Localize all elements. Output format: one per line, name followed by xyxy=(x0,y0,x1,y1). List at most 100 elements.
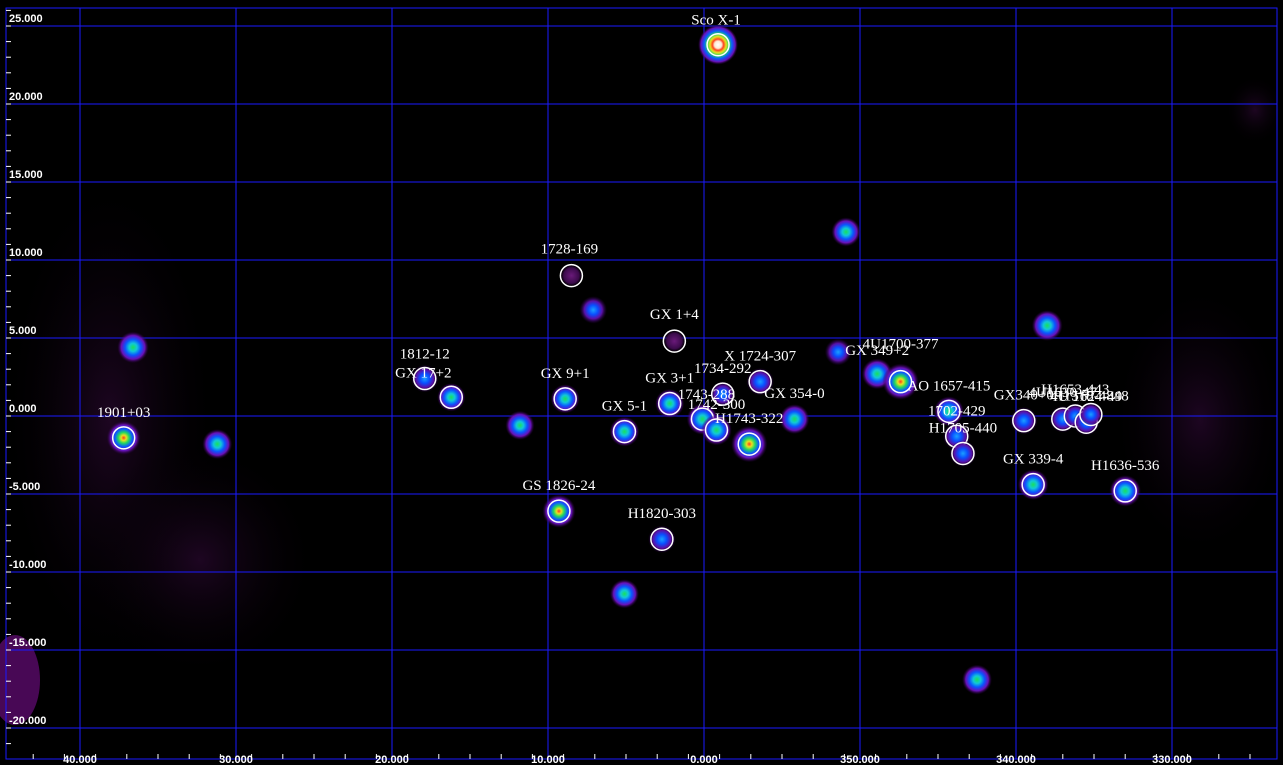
source-marker[interactable] xyxy=(650,527,674,551)
source-label: GX 5-1 xyxy=(602,399,647,415)
source-blob[interactable] xyxy=(550,384,580,414)
source-marker[interactable] xyxy=(737,432,761,456)
source-blob[interactable] xyxy=(609,579,640,609)
x-tick-label: 30.000 xyxy=(219,754,253,765)
source-blob[interactable] xyxy=(698,24,739,65)
source-blob[interactable] xyxy=(560,264,583,287)
diffuse-emission xyxy=(0,75,1283,725)
source-label: 1702-429 xyxy=(928,403,986,419)
source-marker[interactable] xyxy=(937,399,961,424)
x-tick-label: 350.000 xyxy=(840,754,880,765)
source-marker[interactable] xyxy=(1021,472,1045,497)
source-blob[interactable] xyxy=(831,217,861,247)
source-label: H1820-303 xyxy=(628,506,696,522)
x-tick-label: 330.000 xyxy=(1152,754,1192,765)
source-label: GS 1826-24 xyxy=(522,478,595,494)
source-label: GX 9+1 xyxy=(541,366,590,382)
y-tick-label: -10.000 xyxy=(9,559,46,571)
source-blob[interactable] xyxy=(202,429,233,460)
y-tick-label: 20.000 xyxy=(9,91,43,103)
x-tick-label: 0.000 xyxy=(690,754,718,765)
source-marker[interactable] xyxy=(547,499,571,523)
y-tick-label: -5.000 xyxy=(9,481,40,493)
source-label: Sco X-1 xyxy=(691,13,741,29)
source-blob[interactable] xyxy=(106,420,141,455)
source-label: 1743-288 xyxy=(678,387,736,403)
source-marker[interactable] xyxy=(657,391,682,416)
sources-layer xyxy=(106,24,1141,695)
source-marker[interactable] xyxy=(748,369,772,394)
source-label: GX 339-4 xyxy=(1003,452,1064,468)
source-label: 4U1700-377 xyxy=(863,337,939,353)
source-label: AO 1657-415 xyxy=(907,378,990,394)
source-blob[interactable] xyxy=(663,330,686,353)
source-label: GX 349+2 xyxy=(845,343,909,359)
source-blob[interactable] xyxy=(505,410,535,440)
source-label: 1901+03 xyxy=(97,405,150,421)
y-tick-label: 10.000 xyxy=(9,247,43,259)
source-label: H1705-440 xyxy=(929,420,997,436)
source-label: 1728-169 xyxy=(541,242,599,258)
source-blob[interactable] xyxy=(882,363,919,400)
source-label: 4U 1624-49 xyxy=(1050,389,1122,405)
y-tick-label: 25.000 xyxy=(9,13,43,25)
source-label: GX340+0 xyxy=(994,388,1054,404)
source-marker[interactable] xyxy=(710,382,735,406)
y-tick-label: 5.000 xyxy=(9,325,37,337)
x-tick-label: 340.000 xyxy=(996,754,1036,765)
source-label: GX 17+2 xyxy=(395,365,451,381)
source-blob[interactable] xyxy=(824,338,852,366)
source-marker[interactable] xyxy=(612,419,637,444)
source-blob[interactable] xyxy=(746,367,774,396)
y-tick-label: 15.000 xyxy=(9,169,43,181)
source-marker[interactable] xyxy=(559,263,584,288)
source-blob[interactable] xyxy=(731,425,768,463)
source-marker[interactable] xyxy=(553,387,577,411)
source-marker[interactable] xyxy=(413,366,437,391)
source-label: H1636-536 xyxy=(1091,458,1160,474)
x-tick-label: 20.000 xyxy=(375,754,409,765)
axis-labels: Sco X-1 1728-169 GX 1+4 1812-12 GX 17+2 GX 9+… xyxy=(9,13,1192,765)
source-marker[interactable] xyxy=(888,369,913,394)
source-blob[interactable] xyxy=(779,404,810,435)
source-blob[interactable] xyxy=(437,383,466,412)
source-label: 4U1630-47 xyxy=(1029,385,1098,401)
source-blob[interactable] xyxy=(648,525,676,554)
coordinate-grid xyxy=(5,7,1278,760)
y-tick-label: -20.000 xyxy=(9,715,46,727)
source-blob[interactable] xyxy=(117,331,149,364)
source-label: 1812-12 xyxy=(400,347,450,363)
source-label: H1653-443 xyxy=(1041,382,1109,398)
source-marker[interactable] xyxy=(439,385,464,410)
y-tick-label: -15.000 xyxy=(9,637,46,649)
source-blob[interactable] xyxy=(962,664,992,695)
source-blob[interactable] xyxy=(1031,310,1063,341)
source-label: 1734-292 xyxy=(694,361,752,377)
source-marker[interactable] xyxy=(1012,408,1036,433)
source-blob[interactable] xyxy=(579,296,608,324)
source-marker[interactable] xyxy=(1113,479,1137,503)
source-marker[interactable] xyxy=(704,418,729,442)
source-label: X 1724-307 xyxy=(724,349,797,365)
source-label: H1743-322 xyxy=(715,411,783,427)
x-tick-label: 40.000 xyxy=(63,754,97,765)
x-tick-label: 10.000 xyxy=(531,754,565,765)
source-label: H1518-4848 xyxy=(1053,388,1129,404)
source-blob[interactable] xyxy=(949,440,977,467)
source-marker[interactable] xyxy=(662,329,687,353)
source-blob[interactable] xyxy=(1010,406,1038,435)
source-blob[interactable] xyxy=(1078,402,1104,427)
source-blob[interactable] xyxy=(410,364,439,393)
source-label: GX 3+1 xyxy=(645,371,694,387)
source-blob[interactable] xyxy=(710,381,736,407)
source-label: GX 1+4 xyxy=(650,307,699,323)
source-marker[interactable] xyxy=(111,426,136,450)
source-marker[interactable] xyxy=(706,32,730,57)
source-marker[interactable] xyxy=(1079,402,1103,427)
y-tick-label: 0.000 xyxy=(9,403,37,415)
source-label: GX 354-0 xyxy=(764,386,824,402)
map-frame xyxy=(5,7,1278,760)
source-marker[interactable] xyxy=(951,441,975,466)
source-label: 1742-300 xyxy=(688,397,746,413)
